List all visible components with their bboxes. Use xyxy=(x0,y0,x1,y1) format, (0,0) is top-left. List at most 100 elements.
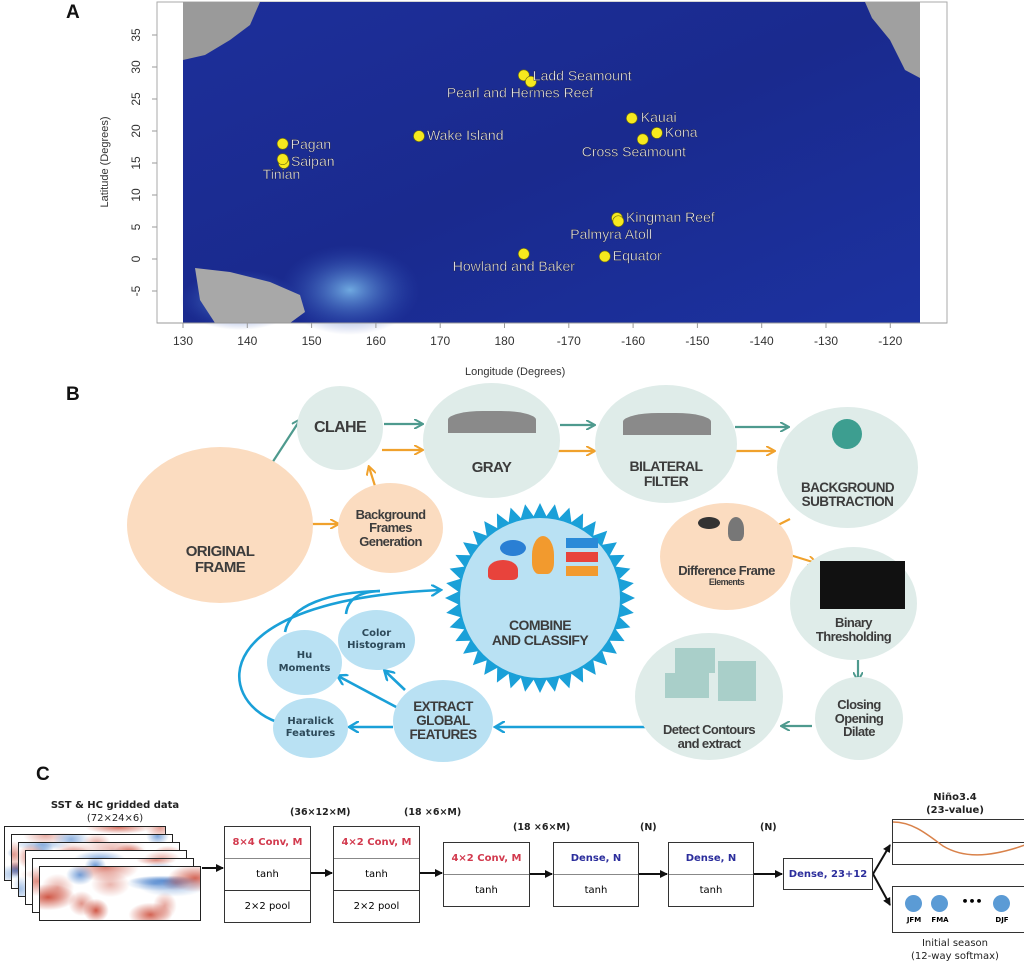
station-label: Kona xyxy=(665,124,698,140)
land-japan xyxy=(183,2,260,60)
nino-subtitle: (23-value) xyxy=(926,805,984,816)
y-tick-label: 30 xyxy=(129,60,143,74)
station-label: Howland and Baker xyxy=(453,258,576,274)
season-label: DJF xyxy=(995,916,1009,924)
node-gray: GRAY xyxy=(423,383,560,498)
station-label: Pearl and Hermes Reef xyxy=(447,85,593,101)
node-difference-frame: Difference Frame Elements xyxy=(660,503,793,610)
x-axis-label: Longitude (Degrees) xyxy=(465,366,565,378)
conv-layer-1: 8×4 Conv, M tanh 2×2 pool xyxy=(224,826,311,923)
node-closing-opening-dilate: Closing Opening Dilate xyxy=(815,677,903,760)
node-hu-moments: Hu Moments xyxy=(267,630,342,695)
station-marker xyxy=(276,138,289,150)
node-clahe: CLAHE xyxy=(297,386,383,470)
node-combine-and-classify: COMBINE AND CLASSIFY xyxy=(460,518,620,678)
station-label: Pagan xyxy=(291,136,331,152)
gridded-data-stack xyxy=(0,826,205,924)
node-extract-global-features: EXTRACT GLOBAL FEATURES xyxy=(393,680,493,762)
x-tick-label: 140 xyxy=(237,334,257,348)
season-label: FMA xyxy=(931,916,949,924)
layer-pool: 2×2 pool xyxy=(244,900,291,912)
node-sublabel: Elements xyxy=(708,576,745,587)
node-haralick-features: Haralick Features xyxy=(273,698,348,758)
season-node xyxy=(905,895,922,912)
y-tick-label: 5 xyxy=(129,223,143,230)
layer-activation: tanh xyxy=(225,859,310,891)
input-dims: (72×24×6) xyxy=(86,813,144,824)
season-node xyxy=(931,895,948,912)
station-marker xyxy=(276,153,289,165)
binary-image-icon xyxy=(820,561,905,609)
node-detect-contours: Detect Contours and extract xyxy=(635,633,783,760)
station-label: Palmyra Atoll xyxy=(570,226,652,242)
arrow-output-to-season xyxy=(872,873,891,906)
node-label: COMBINE AND CLASSIFY xyxy=(491,617,589,648)
x-tick-label: -150 xyxy=(685,334,709,348)
season-ellipsis: ••• xyxy=(961,895,983,908)
season-node xyxy=(993,895,1010,912)
node-label: ORIGINAL FRAME xyxy=(185,543,255,576)
station-label: Ladd Seamount xyxy=(533,67,632,83)
label-tag-icon xyxy=(566,552,598,562)
dense-layer-2: Dense, N tanh xyxy=(668,842,754,907)
y-axis-label: Latitude (Degrees) xyxy=(99,116,111,207)
x-tick-label: 180 xyxy=(494,334,514,348)
y-tick-label: -5 xyxy=(129,285,143,296)
station-marker xyxy=(525,75,537,88)
layer-op: Dense, N xyxy=(669,843,753,875)
arrow-hu-to-combine xyxy=(283,589,381,633)
arrow-extract-to-color xyxy=(385,671,406,691)
station-label: Tinian xyxy=(263,166,301,182)
arrow-bgframes-to-clahe xyxy=(369,467,375,487)
layer-op: 8×4 Conv, M xyxy=(225,827,310,859)
x-tick-label: 170 xyxy=(430,334,450,348)
node-binary-thresholding: Binary Thresholding xyxy=(790,547,917,660)
layer-op: Dense, N xyxy=(554,843,638,875)
layer-activation: tanh xyxy=(584,885,608,896)
arrow-color-to-combine xyxy=(344,589,381,615)
y-tick-label: 15 xyxy=(129,156,143,170)
node-label: GRAY xyxy=(471,459,512,477)
octopus-icon xyxy=(728,517,744,541)
node-label: BACKGROUND SUBTRACTION xyxy=(801,479,895,509)
x-tick-label: 160 xyxy=(366,334,386,348)
y-tick-label: 25 xyxy=(129,92,143,106)
station-marker xyxy=(651,127,663,139)
arrow-original-to-clahe xyxy=(271,420,300,464)
octopus-icon xyxy=(532,536,554,574)
label-tag-icon xyxy=(566,538,598,548)
panel-label-a: A xyxy=(66,2,80,23)
node-original-frame: ORIGINAL FRAME xyxy=(127,447,313,603)
node-label: BILATERAL FILTER xyxy=(629,458,703,489)
fish-crop-icon xyxy=(675,648,715,673)
filtered-scene-icon xyxy=(623,413,711,435)
x-tick-label: -170 xyxy=(557,334,581,348)
x-tick-label: -120 xyxy=(878,334,902,348)
conv-layer-2: 4×2 Conv, M tanh 2×2 pool xyxy=(333,826,420,923)
x-tick-label: -160 xyxy=(621,334,645,348)
station-marker xyxy=(517,248,530,260)
nino-output-plot xyxy=(892,819,1024,865)
layer-activation: tanh xyxy=(699,885,723,896)
zero-line xyxy=(893,842,1024,843)
station-map: 130 140 150 160 170 180 -170 -160 -150 -140 -130 -1… xyxy=(99,1,948,378)
node-label: Hu Moments xyxy=(278,650,331,674)
panel-label-c: C xyxy=(36,764,50,785)
y-tick-label: 35 xyxy=(129,28,143,42)
nino-curve xyxy=(893,821,1024,856)
layer-output-dims: (N) xyxy=(640,822,657,833)
station-label: Saipan xyxy=(291,153,335,169)
node-background-frames-generation: Background Frames Generation xyxy=(338,483,443,573)
station-marker xyxy=(626,112,638,124)
layer-output-dims: (36×12×M) xyxy=(290,807,351,818)
node-label: EXTRACT GLOBAL FEATURES xyxy=(409,698,478,743)
layer-activation: tanh xyxy=(334,859,419,891)
crab-crop-icon xyxy=(665,673,709,698)
x-tick-label: -130 xyxy=(814,334,838,348)
season-output: JFM FMA ••• DJF xyxy=(892,886,1024,933)
layer-op: 4×2 Conv, M xyxy=(444,843,529,875)
arrow-haralick-to-combine xyxy=(238,590,440,724)
season-title: Initial season xyxy=(921,938,988,949)
fish-icon xyxy=(500,540,526,556)
node-label: Difference Frame xyxy=(678,562,775,578)
